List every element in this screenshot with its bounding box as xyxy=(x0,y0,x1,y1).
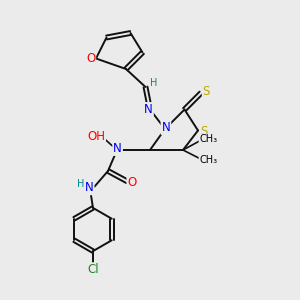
Text: CH₃: CH₃ xyxy=(200,154,217,165)
Text: O: O xyxy=(128,176,136,190)
Text: N: N xyxy=(144,103,153,116)
Text: O: O xyxy=(86,52,95,65)
Text: H: H xyxy=(77,178,85,189)
Text: S: S xyxy=(200,125,208,139)
Text: S: S xyxy=(203,85,210,98)
Text: N: N xyxy=(113,142,122,155)
Text: OH: OH xyxy=(87,130,105,143)
Text: H: H xyxy=(150,78,158,88)
Text: N: N xyxy=(161,121,170,134)
Text: N: N xyxy=(85,181,94,194)
Text: CH₃: CH₃ xyxy=(200,134,217,145)
Text: Cl: Cl xyxy=(87,263,99,276)
